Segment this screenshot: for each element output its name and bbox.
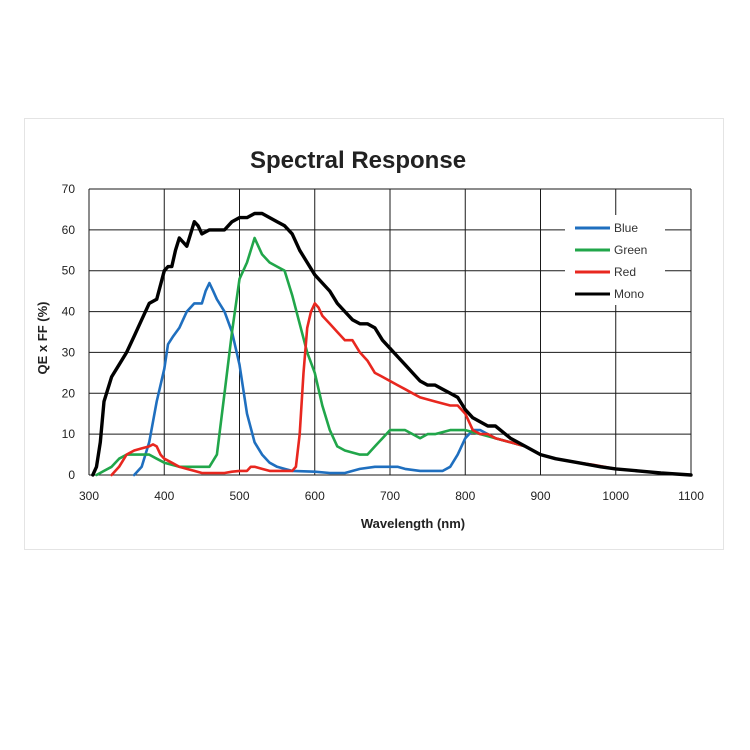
y-tick-label: 60 (62, 223, 76, 237)
legend-label-red: Red (614, 265, 636, 279)
y-tick-label: 40 (62, 305, 76, 319)
x-tick-label: 1000 (602, 489, 629, 503)
chart-title: Spectral Response (250, 147, 466, 174)
y-axis-label: QE x FF (%) (35, 302, 50, 375)
x-tick-label: 300 (79, 489, 99, 503)
y-tick-label: 20 (62, 386, 76, 400)
grid (88, 188, 692, 476)
y-tick-label: 30 (62, 345, 76, 359)
spectral-response-chart: Spectral Response 0 10 20 30 40 50 60 70 300 400 5… (35, 147, 705, 531)
series-lines (91, 211, 693, 477)
x-tick-label: 1100 (678, 489, 704, 503)
series-line-red (110, 302, 693, 477)
legend-label-mono: Mono (614, 287, 644, 301)
x-axis-label: Wavelength (nm) (361, 516, 465, 531)
x-tick-label: 700 (380, 489, 400, 503)
chart-frame: Spectral Response 0 10 20 30 40 50 60 70 300 400 5… (24, 118, 724, 550)
y-tick-label: 10 (62, 427, 76, 441)
y-tick-label: 70 (62, 182, 76, 196)
x-tick-label: 800 (455, 489, 475, 503)
x-tick-label: 400 (154, 489, 174, 503)
x-tick-label: 900 (530, 489, 550, 503)
series-line-mono (91, 211, 693, 477)
legend: Blue Green Red Mono (565, 215, 665, 305)
legend-box (565, 215, 665, 305)
legend-label-blue: Blue (614, 221, 638, 235)
axes: 0 10 20 30 40 50 60 70 300 400 500 600 700 800 900 1000… (62, 182, 705, 503)
x-tick-label: 500 (229, 489, 249, 503)
legend-label-green: Green (614, 243, 647, 257)
y-tick-label: 0 (68, 468, 75, 482)
y-tick-label: 50 (62, 264, 76, 278)
x-tick-label: 600 (305, 489, 325, 503)
